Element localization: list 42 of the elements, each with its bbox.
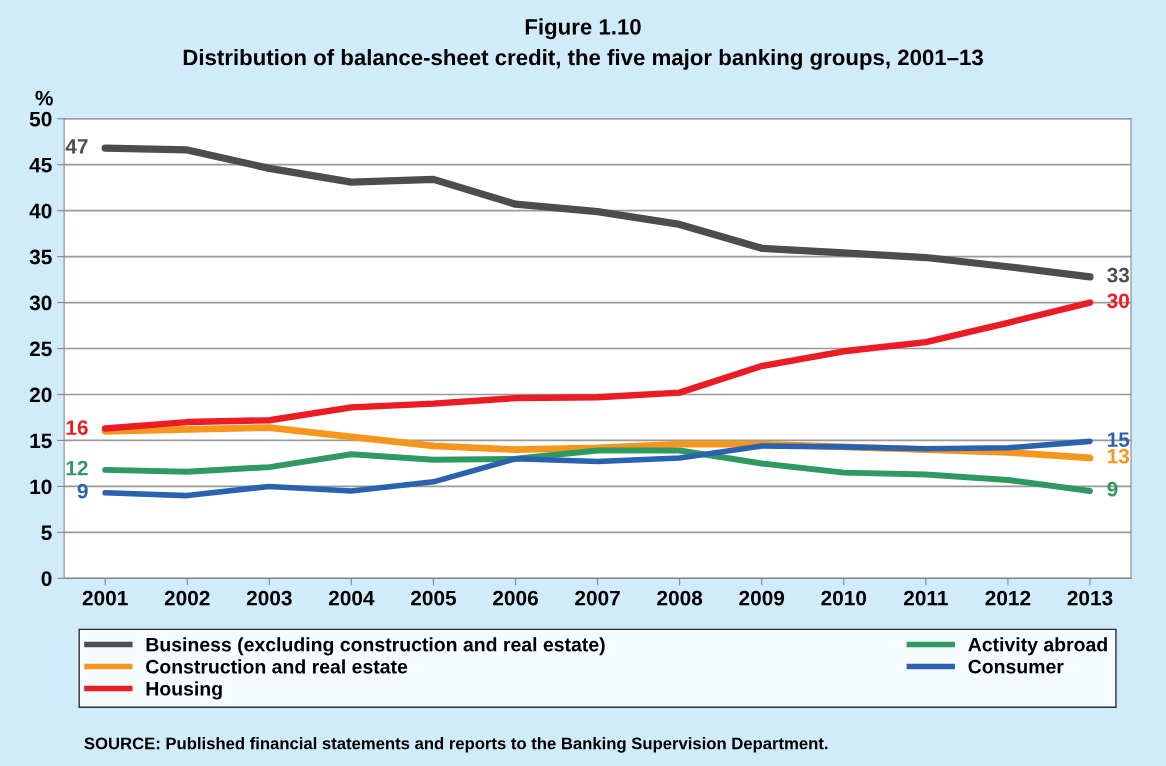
- y-tick-label: 30: [29, 295, 52, 311]
- x-tick-label: 2013: [1067, 590, 1113, 606]
- y-tick-label: 10: [30, 479, 52, 495]
- x-tick-label: 2007: [575, 590, 620, 606]
- annotation: 30: [1107, 293, 1129, 309]
- y-tick-label: 0: [41, 571, 52, 587]
- x-tick-label: 2003: [246, 590, 292, 606]
- annotation: 12: [66, 460, 88, 476]
- annotation: 33: [1107, 267, 1130, 283]
- legend-label: Activity abroad: [968, 637, 1107, 656]
- y-tick-label: 45: [29, 157, 52, 173]
- annotation: 9: [1107, 481, 1118, 497]
- x-tick-label: 2010: [821, 590, 867, 606]
- y-tick-label: 25: [29, 341, 52, 357]
- x-tick-label: 2006: [493, 590, 538, 606]
- chart-subtitle: Distribution of balance-sheet credit, the five major banking groups, 2001–13: [183, 49, 983, 70]
- x-tick-label: 2008: [657, 590, 703, 606]
- legend-label: Consumer: [968, 659, 1064, 674]
- y-tick-label: 40: [29, 203, 52, 219]
- x-tick-label: 2001: [82, 590, 128, 606]
- legend-label: Housing: [146, 681, 222, 700]
- x-tick-label: 2002: [164, 590, 210, 606]
- annotation: 47: [65, 139, 88, 154]
- annotation: 16: [66, 420, 88, 436]
- y-tick-label: 20: [29, 387, 52, 403]
- x-tick-label: 2004: [328, 590, 375, 606]
- legend-label: Business (excluding construction and real estate): [146, 637, 605, 656]
- source-note: SOURCE: Published financial statements and reports to the Banking Supervision Department.: [84, 737, 828, 753]
- y-tick-label: 50: [29, 111, 52, 127]
- chart-title: Figure 1.10: [525, 18, 641, 40]
- y-tick-label: 15: [30, 433, 52, 449]
- y-tick-label: 35: [29, 249, 52, 265]
- x-tick-label: 2011: [903, 590, 948, 606]
- annotation: 15: [1107, 432, 1130, 447]
- x-tick-label: 2012: [985, 590, 1031, 606]
- y-tick-label: 5: [41, 525, 52, 541]
- x-tick-label: 2005: [410, 590, 457, 606]
- annotation: 9: [77, 483, 88, 499]
- annotation: 13: [1107, 448, 1130, 464]
- x-tick-label: 2009: [739, 590, 785, 606]
- legend-label: Construction and real estate: [146, 659, 408, 674]
- y-axis-title: %: [35, 90, 53, 106]
